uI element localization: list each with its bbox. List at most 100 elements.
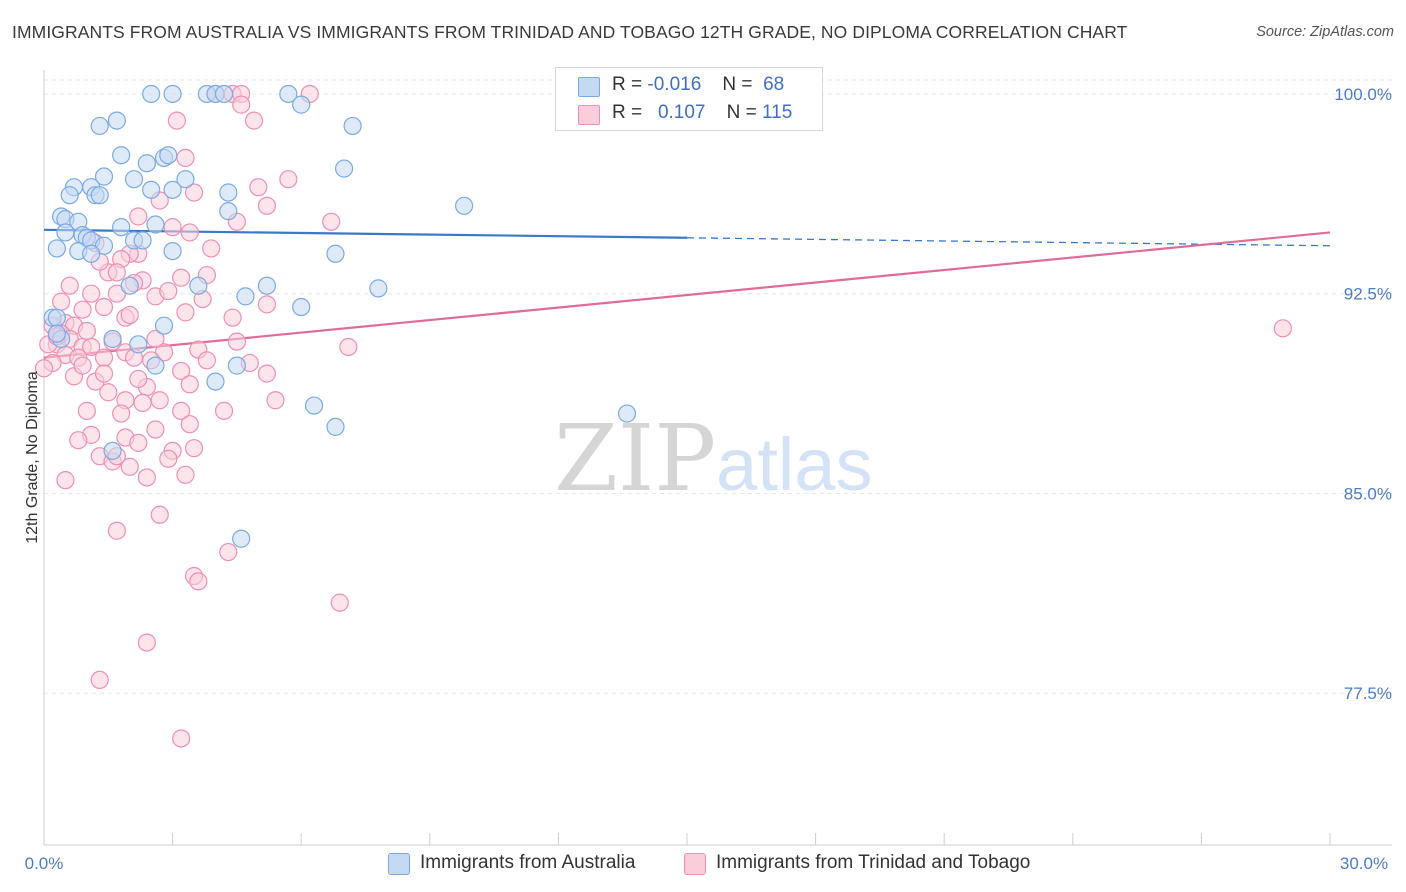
point-trinidad [77,321,96,341]
y-axis-title: 12th Grade, No Diploma [24,371,41,544]
point-australia [189,276,208,295]
point-trinidad [129,207,148,226]
axes [43,70,1392,846]
point-australia [176,170,195,189]
point-trinidad [112,404,131,423]
grid-lines [44,79,1392,694]
point-trinidad [244,111,264,130]
point-trinidad [107,521,126,540]
point-trinidad [159,281,178,301]
point-trinidad [189,572,208,591]
point-trinidad [180,375,199,394]
watermark: ZIPatlas [554,405,872,512]
point-australia [94,167,114,186]
point-trinidad [56,471,75,490]
point-trinidad [99,383,118,402]
point-australia [90,186,109,205]
point-trinidad [34,359,54,378]
point-trinidad [339,337,358,357]
point-trinidad [146,420,165,439]
point-trinidad [120,305,139,325]
point-trinidad [180,415,199,434]
point-australia [142,84,161,104]
point-australia [232,529,251,548]
tick-labels: 77.5% 85.0% 92.5% 100.0% 0.0% 30.0% 12th Grade… [24,85,1392,873]
y-tick-label: 77.5% [1344,684,1392,703]
point-australia [154,316,174,335]
point-australia [94,236,114,255]
point-trinidad [154,343,174,362]
point-trinidad [137,468,156,487]
legend-row-australia: R = -0.016 N = 68 [556,73,822,101]
point-trinidad [60,276,79,295]
point-australia [163,241,182,261]
point-trinidad [172,268,191,287]
point-australia [159,146,178,165]
point-australia [236,287,255,306]
bottom-legend-swatch-australia [388,853,410,875]
x-tick-label: 0.0% [25,854,64,873]
point-trinidad [107,263,126,282]
legend-r-value: -0.016 [647,74,702,95]
point-trinidad [180,223,199,242]
point-australia [292,95,311,114]
point-trinidad [172,401,191,420]
trend-line-trinidad [43,231,1331,359]
point-trinidad [82,284,101,303]
point-trinidad [257,196,277,215]
point-australia [124,170,144,189]
point-australia [219,183,238,202]
chart-title: IMMIGRANTS FROM AUSTRALIA VS IMMIGRANTS … [12,22,1128,42]
point-trinidad [94,297,114,317]
point-trinidad [257,295,277,314]
point-trinidad [1273,319,1292,338]
point-trinidad [172,729,191,748]
legend-r-label: R = [612,102,643,123]
point-australia [90,116,109,136]
legend-n-label: N = [722,74,753,95]
legend-r-label: R = [612,74,643,95]
y-tick-label: 85.0% [1344,484,1392,503]
point-australia [343,116,362,136]
point-trinidad [223,308,242,327]
point-trinidad [77,401,96,420]
point-australia [133,231,152,250]
point-trinidad [73,300,92,319]
point-australia [47,239,66,258]
source-label: Source: ZipAtlas.com [1256,24,1394,40]
point-trinidad [90,670,109,689]
point-trinidad [176,465,195,484]
data-points [34,84,1292,748]
point-trinidad [120,457,139,476]
point-australia [146,215,165,234]
point-trinidad [330,593,349,612]
legend-swatch-australia [578,77,600,97]
point-australia [146,356,165,375]
point-trinidad [197,351,216,370]
point-trinidad [150,391,169,410]
point-trinidad [52,292,71,311]
point-australia [129,335,148,354]
point-australia [103,441,122,460]
bottom-legend-label-australia: Immigrants from Australia [420,852,636,873]
point-australia [163,180,182,199]
point-australia [56,223,75,242]
point-australia [137,154,156,173]
point-trinidad [137,633,156,652]
point-australia [214,84,234,104]
point-trinidad [146,329,165,349]
point-australia [142,180,161,199]
bottom-legend-swatch-trinidad [684,853,706,875]
point-australia [292,297,311,317]
point-trinidad [133,393,152,413]
legend-text-trinidad: R = 0.107 N = 115 [612,102,792,124]
point-trinidad [94,364,114,383]
point-trinidad [159,449,178,468]
point-australia [219,202,238,221]
point-trinidad [129,369,148,389]
point-australia [334,159,354,178]
point-australia [107,111,126,130]
point-australia [304,396,324,415]
point-australia [163,84,182,104]
